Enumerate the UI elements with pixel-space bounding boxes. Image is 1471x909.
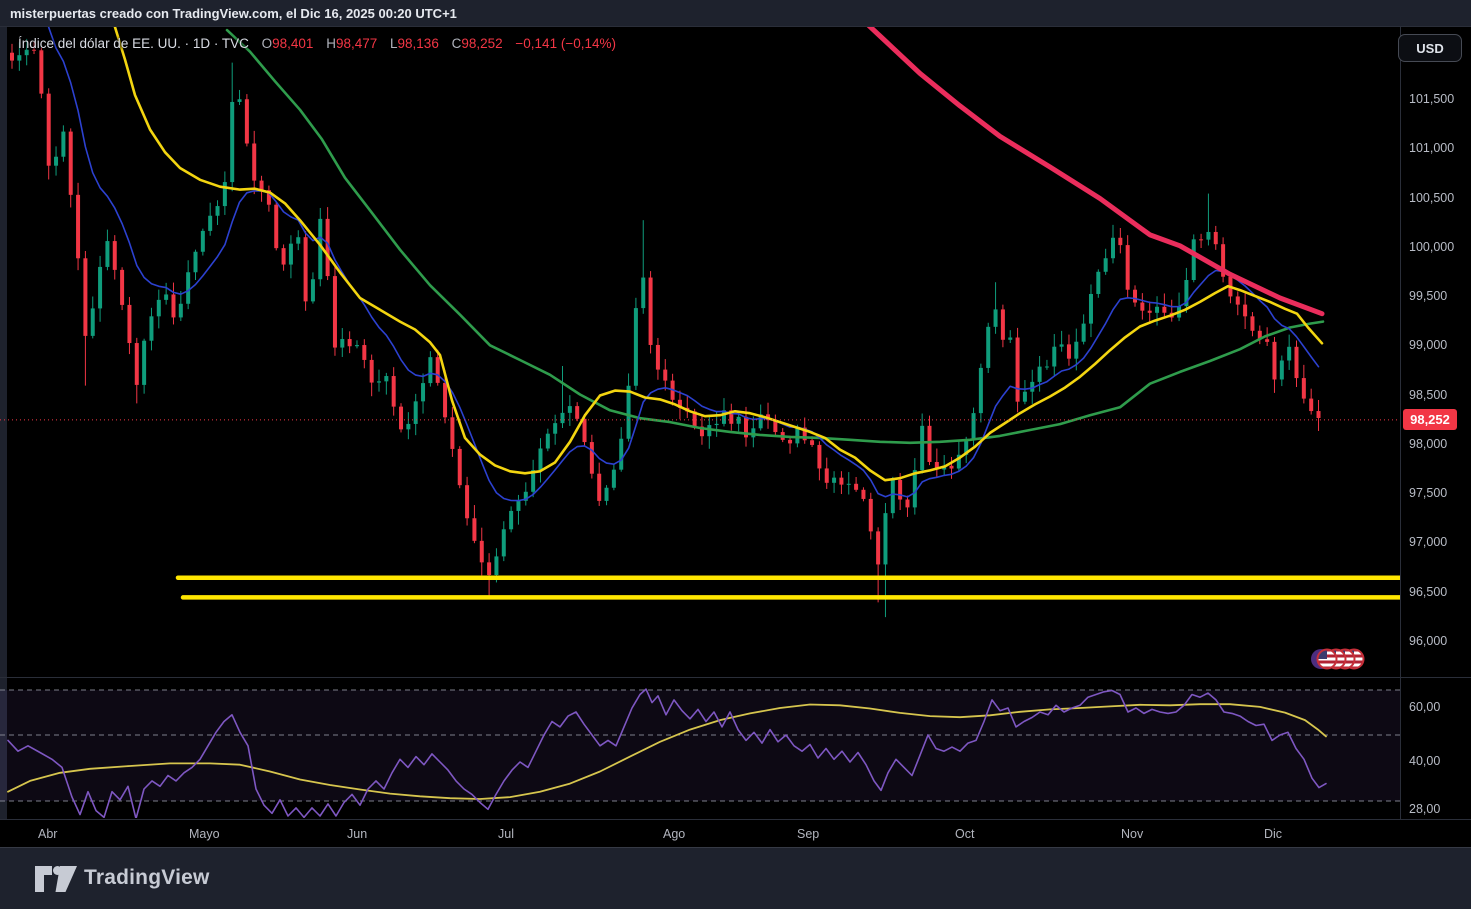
left-edge-strip: [0, 27, 7, 847]
time-axis-label: Sep: [797, 827, 820, 841]
price-axis-label: 97,000: [1409, 535, 1448, 550]
rsi-axis-label: 60,00: [1409, 700, 1441, 714]
screenshot-attribution-bar: misterpuertas creado con TradingView.com…: [0, 0, 1471, 27]
last-price-badge: 98,252: [1403, 409, 1457, 431]
change-value: −0,141 (−0,14%): [515, 36, 616, 51]
high-label: H: [326, 36, 336, 51]
time-axis[interactable]: Abr Mayo Jun Jul Ago Sep Oct Nov Dic: [0, 819, 1471, 848]
open-value: 98,401: [272, 36, 314, 51]
price-axis-label: 98,500: [1409, 387, 1448, 402]
footer-bar: TradingView: [0, 847, 1471, 909]
close-value: 98,252: [461, 36, 503, 51]
time-axis-label: Dic: [1264, 827, 1283, 841]
rsi-axis-label: 28,00: [1409, 802, 1441, 816]
tradingview-logo-icon[interactable]: [34, 865, 78, 893]
symbol-title[interactable]: Índice del dólar de EE. UU. · 1D · TVC: [18, 36, 249, 51]
price-axis-label: 101,000: [1409, 141, 1455, 156]
price-axis-label: 96,500: [1409, 584, 1448, 599]
price-axis-label: 99,500: [1409, 289, 1448, 303]
price-axis-label: 97,500: [1409, 486, 1448, 500]
price-axis-label: 98,000: [1409, 436, 1448, 451]
price-axis-label: 99,000: [1409, 338, 1448, 353]
time-axis-label: Jun: [347, 827, 368, 841]
time-axis-label: Mayo: [189, 827, 220, 841]
price-axis-label: 101,500: [1409, 92, 1455, 106]
rsi-pane[interactable]: [0, 688, 1400, 819]
price-axis-label: 100,500: [1409, 190, 1455, 205]
price-axis-label: 100,000: [1409, 239, 1455, 254]
low-value: 98,136: [397, 36, 439, 51]
symbol-legend[interactable]: Índice del dólar de EE. UU. · 1D · TVC O…: [18, 36, 616, 51]
currency-unit-button[interactable]: USD: [1398, 34, 1462, 62]
price-axis[interactable]: 101,500 101,000 100,500 100,000 99,500 99,000…: [1400, 27, 1471, 847]
time-axis-label: Abr: [38, 827, 58, 841]
pane-divider[interactable]: [0, 677, 1471, 678]
rsi-axis-label: 40,00: [1409, 754, 1441, 768]
open-label: O: [261, 36, 273, 51]
time-axis-label: Ago: [663, 827, 686, 841]
tradingview-wordmark[interactable]: TradingView: [84, 866, 210, 889]
low-label: L: [390, 36, 398, 51]
high-value: 98,477: [335, 36, 378, 51]
time-axis-label: Jul: [498, 827, 514, 841]
close-label: C: [451, 36, 462, 51]
us-flag-stack-icon: [1311, 648, 1365, 670]
time-axis-label: Oct: [955, 827, 975, 841]
time-axis-label: Nov: [1121, 827, 1144, 841]
price-axis-label: 96,000: [1409, 633, 1448, 648]
main-pane[interactable]: [0, 0, 1400, 618]
attribution-text: misterpuertas creado con TradingView.com…: [10, 6, 457, 21]
